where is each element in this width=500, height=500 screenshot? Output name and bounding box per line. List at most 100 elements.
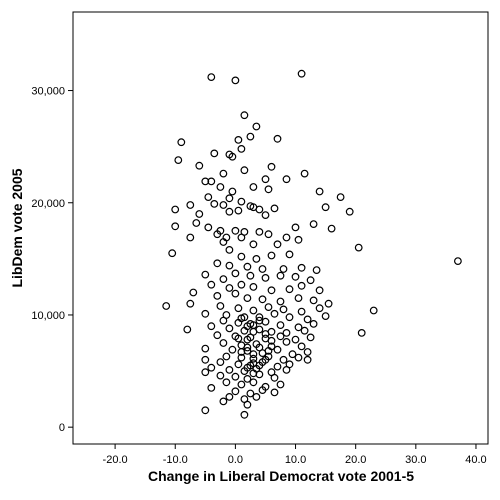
data-point-115 xyxy=(369,306,378,315)
data-point-166 xyxy=(201,355,210,364)
data-point-94 xyxy=(285,285,294,294)
data-point-209 xyxy=(243,363,252,372)
data-point-210 xyxy=(249,369,258,378)
data-point-95 xyxy=(297,281,306,290)
data-point-37 xyxy=(321,203,330,212)
data-point-84 xyxy=(246,271,255,280)
data-point-146 xyxy=(306,333,315,342)
data-point-7 xyxy=(195,161,204,170)
data-point-56 xyxy=(213,230,222,239)
data-point-23 xyxy=(216,183,225,191)
data-point-71 xyxy=(252,254,261,263)
data-point-131 xyxy=(207,322,216,331)
data-point-80 xyxy=(312,266,321,275)
data-point-159 xyxy=(303,348,312,356)
data-point-198 xyxy=(252,393,261,401)
data-point-190 xyxy=(276,380,285,389)
data-point-217 xyxy=(267,336,276,345)
data-point-17 xyxy=(240,166,249,175)
data-point-102 xyxy=(276,297,285,306)
data-point-214 xyxy=(237,348,246,356)
data-point-121 xyxy=(285,313,294,322)
x-axis-ticks: -20.0 -10.0 0.0 10.0 20.0 30.0 40.0 xyxy=(103,444,487,466)
data-point-175 xyxy=(225,366,234,374)
data-point-218 xyxy=(243,322,252,331)
data-point-18 xyxy=(261,175,270,184)
data-point-81 xyxy=(201,270,210,279)
y-tick-label: 20,000 xyxy=(31,198,65,210)
data-point-151 xyxy=(282,338,291,346)
data-point-68 xyxy=(168,249,177,258)
data-point-3 xyxy=(240,111,249,120)
data-point-114 xyxy=(315,304,324,313)
data-point-98 xyxy=(213,292,222,300)
data-point-154 xyxy=(228,345,237,354)
data-point-105 xyxy=(324,299,333,308)
x-tick-label: 0.0 xyxy=(228,454,243,466)
data-point-173 xyxy=(303,355,312,364)
data-point-97 xyxy=(189,288,198,297)
data-point-124 xyxy=(219,316,228,325)
data-point-10 xyxy=(234,135,243,144)
data-point-2 xyxy=(297,69,306,78)
data-point-207 xyxy=(249,350,258,359)
data-point-139 xyxy=(183,325,192,334)
data-point-212 xyxy=(243,343,252,352)
data-point-93 xyxy=(267,286,276,295)
data-point-45 xyxy=(261,211,270,220)
data-point-49 xyxy=(204,223,213,232)
data-point-91 xyxy=(237,280,246,289)
data-point-137 xyxy=(300,326,309,335)
data-point-120 xyxy=(270,309,279,318)
data-point-104 xyxy=(309,296,318,305)
data-point-65 xyxy=(294,235,303,244)
y-axis-ticks: 0 10,000 20,000 30,000 xyxy=(31,86,73,434)
data-point-107 xyxy=(186,299,195,308)
data-point-31 xyxy=(219,201,228,209)
data-point-180 xyxy=(216,371,225,380)
data-point-186 xyxy=(222,378,231,387)
data-point-5 xyxy=(177,138,186,147)
data-point-202 xyxy=(240,410,249,419)
data-point-25 xyxy=(249,183,258,191)
data-point-76 xyxy=(243,262,252,271)
x-tick-label: 30.0 xyxy=(405,454,426,466)
data-point-92 xyxy=(249,283,258,291)
data-point-72 xyxy=(267,251,276,260)
data-point-103 xyxy=(294,294,303,303)
data-point-140 xyxy=(213,331,222,340)
x-axis-title: Change in Liberal Democrat vote 2001-5 xyxy=(148,468,414,484)
data-point-70 xyxy=(237,252,246,261)
data-point-21 xyxy=(201,177,210,186)
data-point-179 xyxy=(282,366,291,374)
data-point-51 xyxy=(231,226,240,235)
data-point-62 xyxy=(219,238,228,246)
data-point-168 xyxy=(234,360,243,369)
data-point-38 xyxy=(345,207,354,216)
data-point-54 xyxy=(291,223,300,232)
data-point-22 xyxy=(207,177,216,186)
data-point-113 xyxy=(297,307,306,316)
data-point-128 xyxy=(276,321,285,330)
data-point-191 xyxy=(207,384,216,392)
data-point-122 xyxy=(303,315,312,324)
data-point-188 xyxy=(249,378,258,387)
data-point-165 xyxy=(294,353,303,362)
data-point-74 xyxy=(213,259,222,268)
data-point-167 xyxy=(216,358,225,367)
data-point-40 xyxy=(186,201,195,209)
data-point-24 xyxy=(228,187,237,196)
data-point-195 xyxy=(270,388,279,397)
data-point-108 xyxy=(216,302,225,310)
data-point-53 xyxy=(255,227,264,236)
data-point-11 xyxy=(246,132,255,141)
y-tick-label: 10,000 xyxy=(31,310,65,322)
data-point-64 xyxy=(273,240,282,249)
x-tick-label: 10.0 xyxy=(285,454,306,466)
data-point-77 xyxy=(258,265,267,273)
data-point-194 xyxy=(258,386,267,395)
data-point-14 xyxy=(228,152,237,161)
data-point-88 xyxy=(306,276,315,285)
data-point-153 xyxy=(201,344,210,353)
